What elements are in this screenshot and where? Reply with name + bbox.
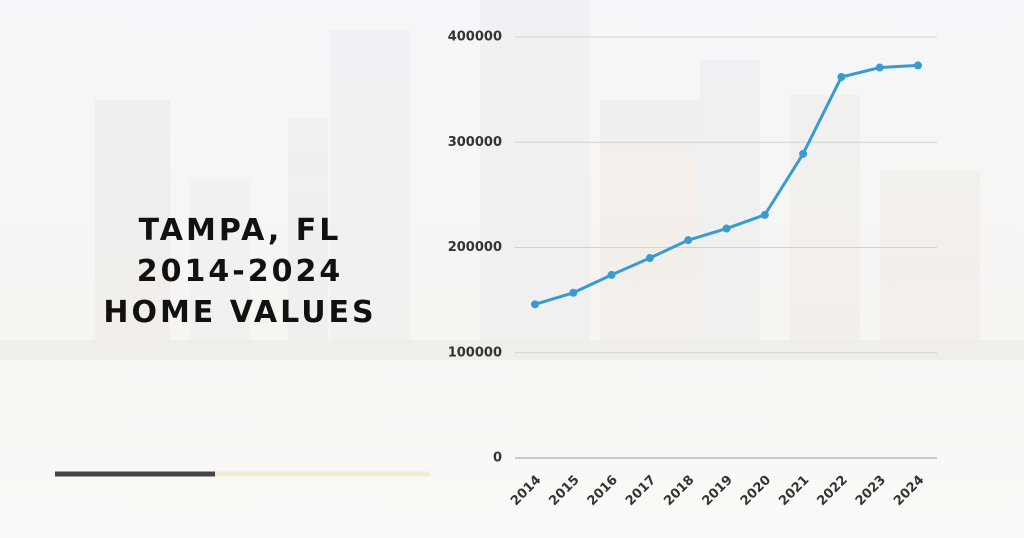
point [607,270,616,279]
y-tick-label: 400000 [448,30,502,45]
point [799,149,808,158]
point [875,63,884,72]
point [722,224,731,233]
title-line: HOME VALUES [103,295,376,330]
point [531,300,539,309]
point [837,72,846,81]
y-tick-label: 200000 [448,240,502,255]
point [760,210,769,219]
skyline [0,95,1024,360]
point [645,254,654,263]
point [684,236,693,245]
y-tick-label: 0 [493,451,502,466]
y-tick-label: 300000 [448,135,502,150]
title-line: TAMPA, FL [139,213,342,248]
point [914,61,922,70]
point [569,288,578,297]
title-line: 2014-2024 [137,254,343,289]
y-tick-label: 100000 [448,345,502,360]
title-block: TAMPA, FL 2014-2024 HOME VALUES [103,213,376,330]
